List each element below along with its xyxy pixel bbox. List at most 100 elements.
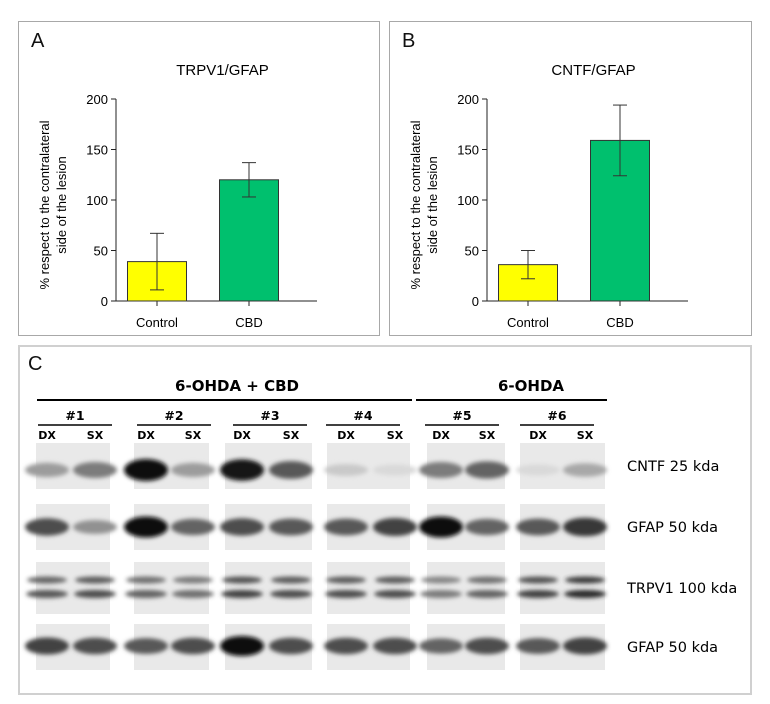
y-axis-label-line: % respect to the contralateral (408, 120, 423, 289)
band (465, 461, 509, 479)
band (74, 590, 116, 598)
blot-strip-gfap2 (25, 624, 607, 670)
band (171, 462, 215, 478)
band (516, 638, 560, 654)
lane-label-sx: SX (185, 429, 202, 442)
band (220, 459, 264, 481)
band-upper (326, 576, 366, 584)
row-label-cntf: CNTF 25 kda (627, 459, 719, 475)
band (465, 518, 509, 536)
blot-membrane (427, 562, 505, 614)
y-axis-label: % respect to the contralateral side of th… (408, 120, 440, 289)
band (419, 462, 463, 478)
sample-label: #5 (452, 408, 471, 423)
chart-b-svg: CNTF/GFAP 0 50 100 150 200 % respect to the co… (408, 62, 688, 330)
lane-label-sx: SX (283, 429, 300, 442)
band (25, 637, 69, 655)
band (269, 637, 313, 655)
chart-panel-b: B CNTF/GFAP 0 50 100 150 200 % respect to the … (389, 21, 752, 336)
band (420, 590, 462, 598)
x-tick-label: Control (507, 315, 549, 330)
y-tick-label: 50 (94, 244, 108, 259)
x-tick-label: CBD (235, 315, 262, 330)
lane-label-dx: DX (38, 429, 56, 442)
band (373, 637, 417, 655)
band-upper (467, 576, 507, 584)
chart-a-svg: TRPV1/GFAP 0 50 100 150 200 % respect to the c… (37, 62, 317, 330)
panel-letter-c: C (28, 353, 43, 375)
x-tick-label: Control (136, 315, 178, 330)
band (419, 638, 463, 654)
band (73, 462, 117, 478)
row-label-trpv1: TRPV1 100 kda (626, 581, 737, 597)
western-blot-panel: C 6-OHDA + CBD 6-OHDA #1 DX SX #2 DX SX #3 DX SX #4… (18, 345, 752, 695)
band (269, 518, 313, 536)
band (172, 590, 214, 598)
sample-label: #2 (164, 408, 183, 423)
lane-label-dx: DX (233, 429, 251, 442)
band (26, 590, 68, 598)
group-label-6ohda: 6-OHDA (498, 377, 564, 395)
western-blot-svg: 6-OHDA + CBD 6-OHDA#1DX SX#2DX SX#3DX SX#4DX… (25, 377, 737, 670)
band (373, 518, 417, 536)
band (419, 516, 463, 538)
chart-title: TRPV1/GFAP (176, 62, 269, 79)
lane-label-sx: SX (87, 429, 104, 442)
band (324, 464, 368, 476)
band-upper (173, 576, 213, 584)
lane-label-dx: DX (137, 429, 155, 442)
blot-membrane (327, 562, 410, 614)
band (373, 464, 417, 476)
panel-letter-a: A (31, 30, 45, 52)
y-axis-label-line: % respect to the contralateral (37, 120, 52, 289)
y-axis-label: % respect to the contralateral side of th… (37, 120, 69, 289)
band-upper (27, 576, 67, 584)
band (466, 590, 508, 598)
x-tick-label: CBD (606, 315, 633, 330)
band (374, 590, 416, 598)
blot-strip-gfap1 (25, 504, 607, 550)
band (563, 463, 607, 477)
bar-cbd (219, 179, 279, 302)
band-upper (271, 576, 311, 584)
band (517, 590, 559, 598)
lane-label-sx: SX (577, 429, 594, 442)
blot-strip-trpv1 (26, 562, 606, 614)
chart-title: CNTF/GFAP (551, 62, 635, 79)
band (465, 637, 509, 655)
sample-label: #6 (547, 408, 566, 423)
band-upper (565, 576, 605, 584)
y-tick-label: 150 (86, 143, 108, 158)
y-tick-label: 0 (101, 294, 108, 309)
chart-panel-a: A TRPV1/GFAP 0 50 100 150 200 % respect to the… (18, 21, 380, 336)
y-tick-label: 100 (457, 193, 479, 208)
lane-label-dx: DX (529, 429, 547, 442)
band (25, 462, 69, 478)
band (564, 590, 606, 598)
band (516, 518, 560, 536)
band (171, 518, 215, 536)
band (563, 637, 607, 655)
band-upper (75, 576, 115, 584)
y-tick-label: 0 (472, 294, 479, 309)
band (324, 518, 368, 536)
lane-label-sx: SX (387, 429, 404, 442)
row-label-gfap1: GFAP 50 kda (627, 520, 718, 536)
blot-strip-cntf (25, 443, 607, 489)
y-axis-label-line: side of the lesion (54, 156, 69, 254)
lane-label-dx: DX (432, 429, 450, 442)
band (25, 518, 69, 536)
band (73, 520, 117, 534)
band (124, 516, 168, 538)
sample-label: #3 (260, 408, 279, 423)
sample-label: #4 (353, 408, 372, 423)
band-upper (126, 576, 166, 584)
band (220, 636, 264, 656)
band-upper (222, 576, 262, 584)
band (125, 590, 167, 598)
band (124, 459, 168, 481)
band (324, 637, 368, 655)
band-upper (518, 576, 558, 584)
band (516, 464, 560, 476)
band (220, 518, 264, 536)
